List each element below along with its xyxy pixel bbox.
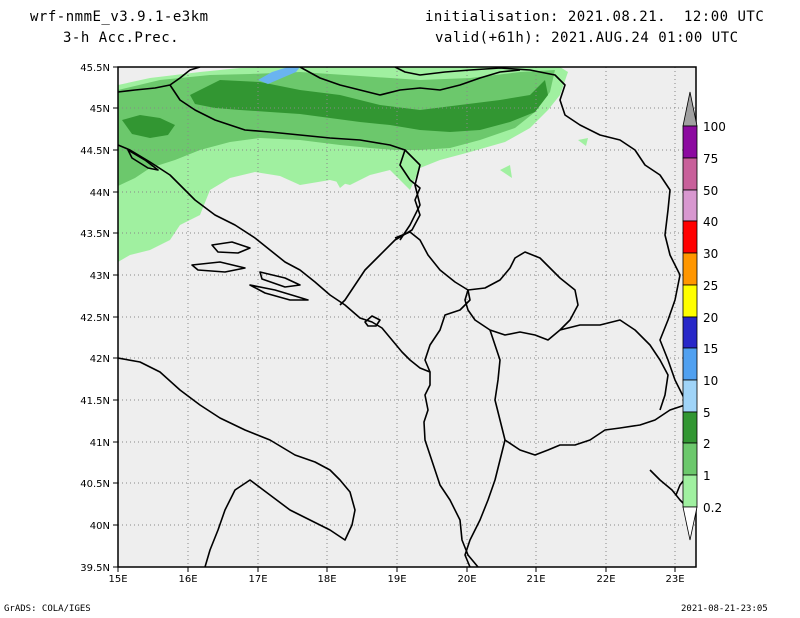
colorbar-swatch (682, 347, 698, 381)
credit-text: GrADS: COLA/IGES (4, 604, 91, 614)
lake-balaton (258, 67, 300, 84)
lon-label: 18E (317, 574, 336, 585)
render-timestamp: 2021-08-21-23:05 (681, 604, 768, 614)
lat-label: 42.5N (80, 313, 110, 324)
border-albania-greece (464, 439, 506, 567)
graticule (118, 67, 696, 567)
border-serbia-romania (394, 67, 696, 411)
colorbar-swatch (682, 316, 698, 349)
border-albania-macedonia (489, 329, 696, 456)
colorbar-swatch (682, 379, 698, 413)
init-time: initialisation: 2021.08.21. 12:00 UTC (425, 9, 765, 25)
lat-axis (113, 66, 118, 568)
colorbar-swatch (682, 157, 698, 191)
colorbar-label: 100 (703, 120, 726, 134)
lat-label: 43.5N (80, 229, 110, 240)
colorbar-label: 1 (703, 469, 711, 483)
lat-label: 43N (90, 271, 110, 282)
colorbar-swatch (682, 189, 698, 222)
border-north (118, 67, 201, 93)
lon-label: 16E (178, 574, 197, 585)
border-montenegro (394, 231, 471, 373)
lat-label: 44.5N (80, 146, 110, 157)
lat-label: 39.5N (80, 563, 110, 574)
colorbar-label: 40 (703, 215, 718, 229)
border-hungary (299, 67, 521, 96)
lat-label: 45.5N (80, 63, 110, 74)
lon-label: 23E (665, 574, 684, 585)
valid-time: valid(+61h): 2021.AUG.24 01:00 UTC (435, 30, 739, 46)
colorbar-label: 15 (703, 342, 718, 356)
border-bosnia-serbia (399, 149, 421, 241)
colorbar-label: 25 (703, 279, 718, 293)
island-1 (211, 241, 251, 254)
colorbar (682, 91, 698, 541)
border-croatia-bosnia (169, 84, 421, 306)
colorbar-cap-bottom (682, 506, 698, 541)
lat-label: 40.5N (80, 479, 110, 490)
coastline-adriatic-east (118, 144, 479, 567)
lon-label: 22E (596, 574, 615, 585)
colorbar-swatch (682, 220, 698, 254)
colorbar-label: 5 (703, 406, 711, 420)
lon-label: 17E (248, 574, 267, 585)
lat-label: 44N (90, 188, 110, 199)
lat-label: 45N (90, 104, 110, 115)
lon-label: 15E (108, 574, 127, 585)
lat-label: 41.5N (80, 396, 110, 407)
bay-of-kotor (364, 315, 381, 327)
model-title: wrf-nmmE_v3.9.1-e3km (30, 9, 209, 25)
colorbar-label: 0.2 (703, 501, 722, 515)
colorbar-swatch (682, 252, 698, 286)
lat-label: 40N (90, 521, 110, 532)
lon-label: 21E (526, 574, 545, 585)
colorbar-label: 75 (703, 152, 718, 166)
colorbar-label: 2 (703, 437, 711, 451)
lat-label: 41N (90, 438, 110, 449)
coastline-italy (118, 357, 356, 567)
colorbar-swatch (682, 442, 698, 476)
island-5 (127, 149, 159, 171)
precip-area-heavy-1 (190, 80, 548, 132)
colorbar-label: 30 (703, 247, 718, 261)
field-title: 3-h Acc.Prec. (63, 30, 180, 46)
colorbar-label: 20 (703, 311, 718, 325)
border-kosovo (464, 251, 579, 341)
colorbar-label: 10 (703, 374, 718, 388)
island-3 (259, 271, 301, 288)
lon-label: 20E (457, 574, 476, 585)
precip-area-heavy-2 (122, 115, 175, 138)
colorbar-swatch (682, 411, 698, 444)
colorbar-swatch (682, 474, 698, 508)
lon-axis (117, 567, 676, 572)
island-4 (249, 284, 309, 301)
colorbar-label: 50 (703, 184, 718, 198)
lat-label: 42N (90, 354, 110, 365)
colorbar-swatch (682, 125, 698, 159)
island-2 (191, 261, 246, 273)
border-macedonia-bulgaria (559, 319, 669, 411)
lon-label: 19E (387, 574, 406, 585)
colorbar-swatch (682, 284, 698, 318)
